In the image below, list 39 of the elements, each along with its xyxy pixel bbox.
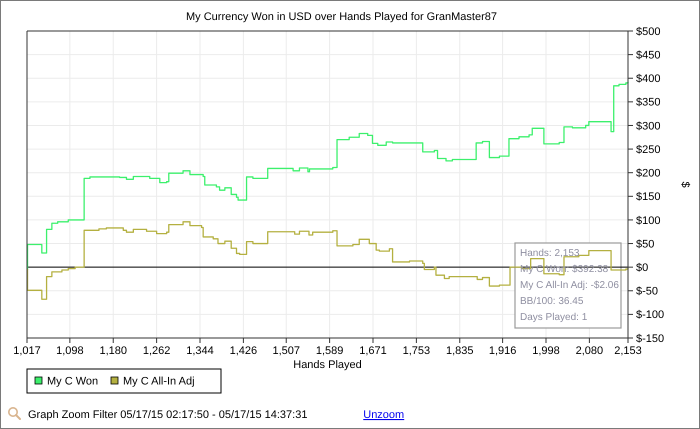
x-tick-label: 1,835 xyxy=(446,345,474,357)
y-tick-label: $500 xyxy=(636,26,660,38)
y-tick-label: $350 xyxy=(636,96,660,109)
x-tick-label: 1,426 xyxy=(230,345,258,357)
x-tick-label: 1,671 xyxy=(359,345,387,357)
legend-label: My C Won xyxy=(47,376,98,388)
y-tick-label: $300 xyxy=(636,120,660,132)
y-tick-label: $-50 xyxy=(636,286,658,298)
y-tick-label: $0 xyxy=(636,262,648,274)
legend-label: My C All-In Adj xyxy=(123,376,195,388)
x-tick-label: 2,153 xyxy=(614,345,642,357)
x-tick-label: 1,753 xyxy=(402,345,430,357)
x-tick-label: 1,507 xyxy=(272,345,300,357)
x-tick-label: 1,344 xyxy=(186,345,214,357)
y-tick-label: $100 xyxy=(636,214,660,227)
y-tick-label: $-150 xyxy=(636,332,664,345)
y-tick-label: $450 xyxy=(636,49,660,62)
x-tick-label: 1,098 xyxy=(56,345,84,357)
y-axis-title: $ xyxy=(679,181,691,188)
x-tick-label: 1,262 xyxy=(142,345,170,357)
x-axis-title: Hands Played xyxy=(293,359,362,371)
x-tick-label: 1,998 xyxy=(532,345,560,357)
text: Unzoom xyxy=(363,409,404,421)
x-tick-label: 1,589 xyxy=(316,345,344,357)
y-tick-label: $-100 xyxy=(636,309,664,322)
annotation: Days Played: 1 xyxy=(520,312,588,323)
y-tick-label: $50 xyxy=(636,238,654,250)
y-tick-label: $200 xyxy=(636,168,660,180)
x-tick-label: 1,017 xyxy=(13,345,41,357)
y-tick-label: $150 xyxy=(636,191,660,204)
chart-title: My Currency Won in USD over Hands Played for GranMaster87 xyxy=(186,11,497,23)
x-tick-label: 1,916 xyxy=(488,345,516,357)
x-tick-label: 1,180 xyxy=(99,345,127,357)
text: Graph Zoom Filter 05/17/15 02:17:50 - 05/17/15 14:37:31 xyxy=(28,409,308,421)
y-tick-label: $400 xyxy=(636,73,660,86)
y-tick-label: $250 xyxy=(636,144,660,156)
annotation: BB/100: 36.45 xyxy=(520,296,584,307)
x-tick-label: 2,080 xyxy=(576,345,604,357)
annotation: My C All-In Adj: -$2.06 xyxy=(520,280,620,291)
